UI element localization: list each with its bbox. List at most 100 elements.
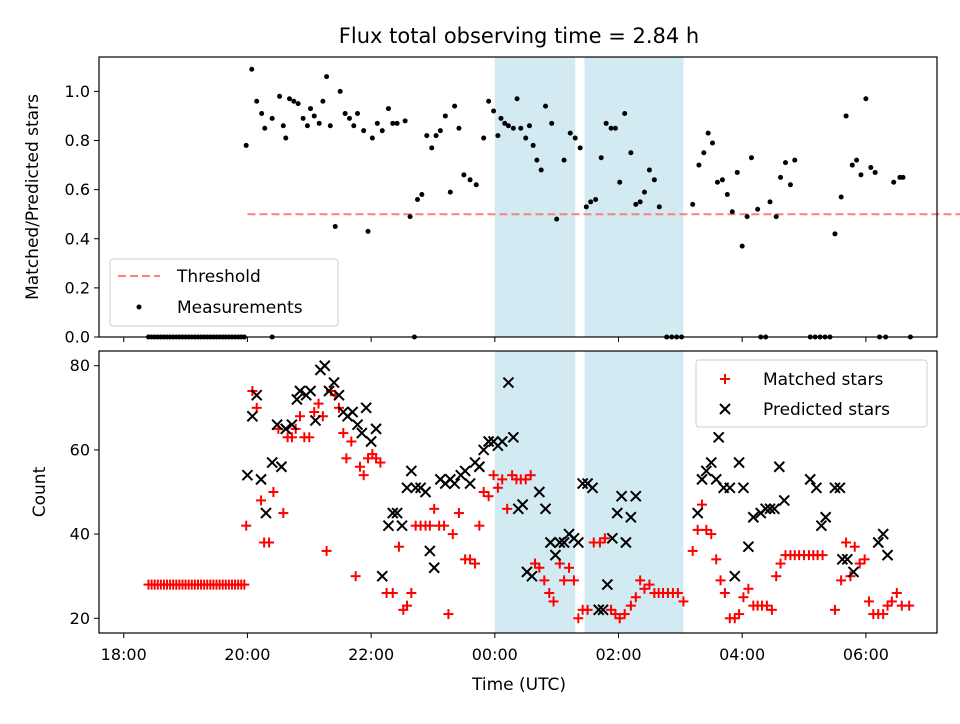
matched-star-point xyxy=(313,398,324,409)
measurement-point xyxy=(467,177,473,183)
matched-star-point xyxy=(393,541,404,552)
measurement-point xyxy=(612,125,618,131)
matched-star-point xyxy=(239,579,250,590)
measurement-point xyxy=(502,120,508,126)
measurement-point xyxy=(530,142,536,148)
predicted-star-point xyxy=(759,503,772,515)
predicted-star-point xyxy=(836,553,849,566)
matched-star-point xyxy=(706,529,717,540)
x-marker-b xyxy=(576,477,589,490)
predicted-star-point xyxy=(309,414,322,427)
predicted-star-point xyxy=(516,498,529,511)
matched-star-point xyxy=(264,537,275,548)
predicted-star-point xyxy=(549,549,562,561)
matched-star-point xyxy=(447,529,458,540)
top-axes-frame xyxy=(98,56,938,338)
bottom-axes-frame xyxy=(98,350,938,634)
measurement-point xyxy=(316,120,322,126)
measurement-point xyxy=(269,115,275,121)
predicted-star-point xyxy=(572,536,585,549)
measurement-point xyxy=(588,199,594,205)
x-marker-b xyxy=(280,423,292,435)
measurement-point xyxy=(342,110,348,116)
x-marker-b xyxy=(606,532,619,545)
measurement-point xyxy=(598,155,604,161)
predicted-star-point xyxy=(304,385,317,397)
x-marker-b xyxy=(834,482,846,494)
bottom-legend-box xyxy=(695,359,928,428)
measurement-point xyxy=(646,167,652,173)
predicted-star-point xyxy=(424,545,436,557)
x-marker-b xyxy=(729,570,741,582)
measurement-point xyxy=(858,172,864,178)
measurement-point xyxy=(782,160,788,166)
matched-star-point xyxy=(241,520,252,531)
x-tick-label: 00:00 xyxy=(472,645,518,664)
measurement-point xyxy=(394,120,400,126)
x-marker-b xyxy=(419,486,432,498)
x-tick-label: 02:00 xyxy=(595,645,641,664)
predicted-star-point xyxy=(477,444,490,456)
matched-star-point xyxy=(256,495,267,506)
x-marker-b xyxy=(286,418,298,431)
x-tick-label: 20:00 xyxy=(224,645,270,664)
predicted-star-point xyxy=(405,465,418,477)
measurement-point xyxy=(415,196,421,202)
predicted-star-point xyxy=(291,393,303,406)
measurement-point xyxy=(337,88,343,94)
predicted-star-point xyxy=(539,503,552,515)
x-marker-b xyxy=(700,465,713,477)
predicted-star-point xyxy=(255,473,267,486)
x-marker-b xyxy=(544,536,557,549)
bottom-y-axis-label: Count xyxy=(30,466,50,517)
measurement-point xyxy=(832,231,838,237)
matched-star-point xyxy=(564,562,575,573)
measurement-point xyxy=(437,128,443,134)
measurement-point xyxy=(304,123,310,129)
bottom-legend: Matched stars Predicted stars xyxy=(695,359,928,428)
matched-star-point xyxy=(346,436,357,447)
matched-star-point xyxy=(644,579,655,590)
predicted-star-point xyxy=(544,536,557,549)
x-marker-b xyxy=(401,482,413,494)
matched-star-point xyxy=(497,474,508,485)
predicted-star-point xyxy=(815,519,828,532)
predicted-star-point xyxy=(691,507,704,519)
x-marker-b xyxy=(241,469,254,481)
predicted-star-point xyxy=(696,473,708,486)
x-marker-b xyxy=(815,519,828,532)
matched-legend-label: Matched stars xyxy=(763,370,883,390)
predicted-star-point xyxy=(266,456,278,469)
predicted-star-point xyxy=(819,511,832,523)
x-marker-b xyxy=(502,376,515,389)
matched-star-point xyxy=(692,524,703,535)
matched-star-point xyxy=(635,575,646,586)
measurement-point xyxy=(433,133,439,139)
matched-star-point xyxy=(734,609,745,620)
x-marker-b xyxy=(836,553,849,566)
measurements-legend-label: Measurements xyxy=(177,298,303,318)
measurement-point xyxy=(755,206,761,212)
measurement-point xyxy=(385,106,391,112)
measurement-point xyxy=(734,169,740,175)
matched-star-point xyxy=(849,541,860,552)
matched-legend-plus xyxy=(720,374,730,384)
measurement-point xyxy=(767,199,773,205)
predicted-star-point xyxy=(382,519,395,532)
measurement-point xyxy=(379,128,385,134)
measurement-point xyxy=(572,135,578,141)
predicted-star-point xyxy=(526,570,538,582)
predicted-star-point xyxy=(597,604,609,616)
x-tick-label: 22:00 xyxy=(348,645,394,664)
x-marker-b xyxy=(396,519,408,532)
matched-star-point xyxy=(401,600,412,611)
x-marker-b xyxy=(424,545,436,557)
measurement-point xyxy=(637,199,643,205)
predicted-star-point xyxy=(387,507,399,519)
x-marker-b xyxy=(250,389,263,401)
measurement-point xyxy=(424,133,430,139)
x-marker-b xyxy=(319,360,331,372)
predicted-star-point xyxy=(877,528,889,540)
measurement-point xyxy=(863,96,869,102)
predicted-star-point xyxy=(841,553,854,566)
